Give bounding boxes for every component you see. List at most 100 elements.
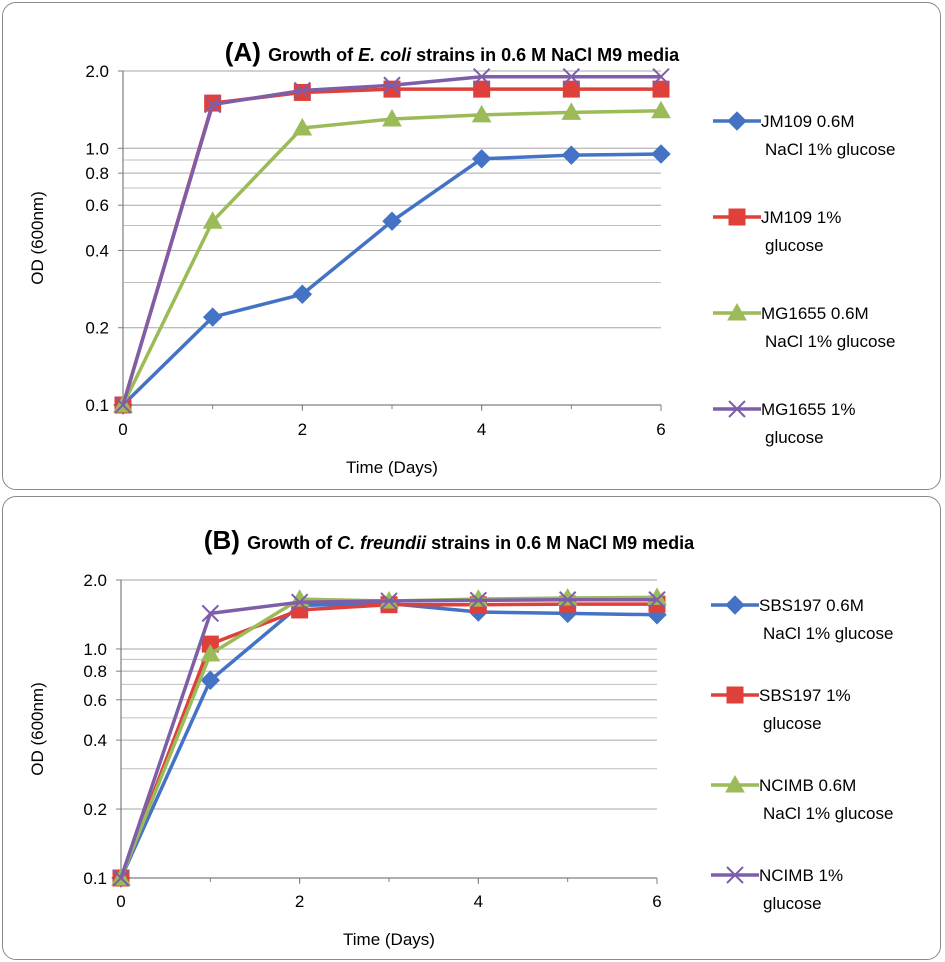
chartb-y-axis-title: OD (600nm) [28,682,47,776]
chartb-data-point [201,604,220,623]
chartb-legend-label: glucose [763,714,822,733]
charta-data-point [382,211,402,231]
charta-y-tick-label: 2.0 [85,62,109,81]
chartb-legend-marker [726,866,744,884]
chartb-data-point [200,644,221,662]
charta-series-0 [113,144,671,415]
charta-data-point [652,80,670,98]
charta-legend-label: MG1655 0.6M [761,304,869,323]
charta-legend-label: glucose [765,428,824,447]
chartb-legend-label: NCIMB 1% [759,866,843,885]
chartb-legend: SBS197 0.6M NaCl 1% glucose SBS197 1% gluco… [711,595,893,913]
chartb-y-tick-label: 0.6 [83,691,107,710]
chartb-legend-marker [725,595,745,615]
charta-y-tick-label: 0.1 [85,396,109,415]
chartb-data-point [648,591,666,609]
charta-legend-label: glucose [765,236,824,255]
chartb-title-part-1: C. freundii [337,533,427,553]
charta-series-line [121,152,662,407]
charta-data-point [652,68,670,86]
charta-series-3 [114,68,670,414]
charta-x-tick-label: 4 [477,420,486,439]
charta-y-tick-label: 0.6 [85,196,109,215]
charta-data-point [292,284,313,304]
chart-b-svg: (B) Growth of C. freundii strains in 0.6… [28,525,893,949]
chartb-x-tick-label: 4 [474,892,483,911]
charta-data-point [202,211,223,229]
chartb-title-part-0: Growth of [247,533,337,553]
chartb-legend-label: NaCl 1% glucose [763,624,893,643]
chartb-legend-label: NaCl 1% glucose [763,804,893,823]
chartb-legend-label: SBS197 1% [759,686,851,705]
charta-legend: JM109 0.6M NaCl 1% glucose JM109 1% glucose… [713,111,895,447]
charta-data-point [202,307,223,327]
charta-title-part-2: strains in 0.6 M NaCl M9 media [411,45,680,65]
chartb-y-tick-label: 0.4 [83,731,107,750]
charta-data-point [383,76,401,94]
charta-legend-marker [728,208,746,226]
charta-data-point [292,117,313,136]
charta-data-point [203,95,222,114]
charta-data-point [471,149,492,169]
chartb-y-tick-label: 0.8 [83,662,107,681]
charta-legend-label: NaCl 1% glucose [765,332,895,351]
chart-panel-a: (A) Growth of E. coli strains in 0.6 M N… [2,2,941,490]
chartb-y-tick-label: 1.0 [83,640,107,659]
charta-data-point [562,80,580,98]
charta-data-point [651,100,671,119]
chartb-series-2 [111,587,667,886]
charta-data-point [293,81,312,100]
charta-y-tick-label: 0.4 [85,241,109,260]
chart-a-svg: (A) Growth of E. coli strains in 0.6 M N… [28,37,895,477]
charta-title-part-1: E. coli [358,45,412,65]
chartb-series-1 [112,595,666,887]
charta-x-tick-label: 6 [656,420,665,439]
charta-data-point [473,80,491,98]
charta-data-point [382,109,402,127]
chartb-y-tick-label: 0.1 [83,869,107,888]
charta-legend-label: JM109 0.6M [761,112,855,131]
charta-data-point [562,68,581,86]
chartb-series-3 [112,591,666,887]
chartb-series-0 [111,593,667,888]
chartb-data-point [290,593,309,611]
chartb-data-point [468,589,489,607]
charta-x-tick-label: 2 [298,420,307,439]
chartb-data-point [469,591,488,610]
charta-data-point [472,68,491,86]
chartb-title: (B) Growth of C. freundii strains in 0.6… [204,525,695,555]
chartb-data-point [558,591,577,609]
chartb-legend-marker [725,774,745,793]
charta-data-point [561,145,582,165]
chartb-legend-marker [726,686,744,704]
chartb-gridlines [121,579,657,879]
chartb-legend-label: NCIMB 0.6M [759,776,856,795]
charta-y-axis-title: OD (600nm) [28,191,47,285]
chartb-data-point [380,592,398,610]
chartb-series-line [119,597,657,879]
charta-title: (A) Growth of E. coli strains in 0.6 M N… [225,37,680,67]
chartb-panel-letter: (B) [204,525,247,555]
chartb-y-tick-label: 0.2 [83,800,107,819]
chartb-x-axis-title: Time (Days) [343,930,435,949]
charta-legend-marker [728,400,746,418]
chartb-data-point [112,869,130,887]
charta-panel-letter: (A) [225,37,268,67]
charta-legend-label: JM109 1% [761,208,841,227]
charta-y-tick-label: 0.2 [85,319,109,338]
chartb-legend-label: SBS197 0.6M [759,596,864,615]
charta-legend-label: MG1655 1% [761,400,856,419]
charta-x-tick-label: 0 [118,420,127,439]
charta-title-part-0: Growth of [268,45,358,65]
charta-x-axis-title: Time (Days) [346,458,438,477]
chartb-legend-label: glucose [763,894,822,913]
charta-legend-marker [727,302,747,321]
chartb-x-tick-label: 6 [652,892,661,911]
chartb-y-tick-label: 2.0 [83,571,107,590]
charta-data-point [651,144,671,164]
charta-y-tick-label: 1.0 [85,139,109,158]
charta-data-point [114,396,132,414]
chartb-x-tick-label: 0 [116,892,125,911]
charta-y-tick-label: 0.8 [85,164,109,183]
charta-data-point [561,102,582,120]
